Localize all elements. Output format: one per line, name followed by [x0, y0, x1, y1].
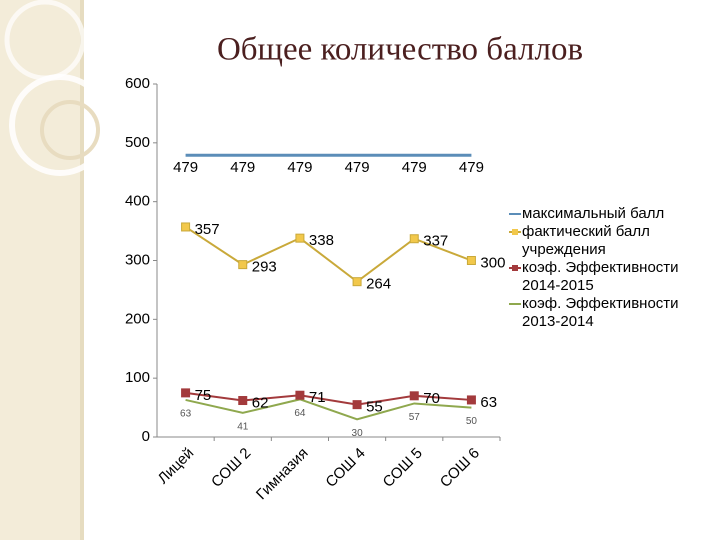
series-line [185, 226, 472, 283]
data-label: 50 [466, 416, 478, 427]
side-strip [0, 0, 80, 540]
legend-key [508, 295, 522, 313]
data-label: 338 [309, 232, 334, 249]
legend: максимальный балл фактический балл учрежд… [508, 205, 713, 331]
data-label: 264 [366, 276, 391, 293]
data-label: 479 [345, 159, 370, 176]
legend-key [508, 223, 522, 241]
data-label: 70 [423, 390, 440, 407]
point-marker [238, 396, 248, 406]
data-label: 64 [294, 408, 306, 419]
x-tick-label: СОШ 5 [380, 445, 426, 491]
x-tick-label: СОШ 4 [322, 445, 368, 491]
legend-item: коэф. Эффективности 2013-2014 [508, 295, 713, 331]
point-marker [352, 400, 362, 410]
data-label: 63 [180, 409, 192, 420]
legend-label: максимальный балл [522, 205, 665, 222]
data-label: 75 [195, 387, 212, 404]
data-label: 41 [237, 422, 249, 433]
data-label: 57 [409, 412, 421, 423]
decor-circle [4, 0, 86, 81]
point-marker [181, 222, 191, 232]
point-marker [295, 233, 305, 243]
point-marker [352, 277, 362, 287]
data-label: 55 [366, 399, 383, 416]
point-marker [409, 391, 419, 401]
y-tick-label: 400 [125, 193, 150, 210]
data-label: 479 [230, 159, 255, 176]
point-marker [466, 256, 476, 265]
legend-label: коэф. Эффективности 2013-2014 [522, 295, 679, 330]
data-label: 30 [352, 428, 364, 439]
legend-key [508, 205, 522, 223]
decor-circle [40, 100, 100, 160]
data-label: 300 [480, 254, 505, 271]
x-tick-label: Лицей [155, 445, 198, 488]
data-label: 71 [309, 389, 326, 406]
point-marker [409, 234, 419, 244]
legend-item: максимальный балл [508, 205, 713, 223]
data-label: 479 [402, 159, 427, 176]
legend-key [508, 259, 522, 277]
legend-label: фактический балл учреждения [522, 223, 650, 258]
point-marker [181, 388, 191, 398]
y-tick-label: 500 [125, 134, 150, 151]
y-tick-label: 300 [125, 251, 150, 268]
data-label: 479 [459, 159, 484, 176]
legend-item: коэф. Эффективности 2014-2015 [508, 259, 713, 295]
y-tick-label: 200 [125, 310, 150, 327]
data-label: 479 [173, 159, 198, 176]
data-label: 479 [287, 159, 312, 176]
data-label: 62 [252, 394, 269, 411]
y-tick-label: 600 [125, 75, 150, 92]
point-marker [295, 390, 305, 400]
series-line [185, 391, 472, 406]
chart-title: Общее количество баллов [217, 32, 583, 68]
series-line [185, 398, 472, 421]
point-marker [238, 260, 248, 270]
legend-label: коэф. Эффективности 2014-2015 [522, 259, 679, 294]
x-tick-label: Гимназия [253, 445, 312, 504]
data-label: 357 [195, 221, 220, 238]
legend-item: фактический балл учреждения [508, 223, 713, 259]
side-border [80, 0, 84, 540]
point-marker [466, 395, 476, 405]
x-tick-label: СОШ 6 [437, 445, 483, 491]
data-label: 293 [252, 259, 277, 276]
data-label: 337 [423, 233, 448, 250]
y-tick-label: 100 [125, 369, 150, 386]
data-label: 63 [480, 394, 497, 411]
y-tick-label: 0 [142, 428, 150, 445]
x-tick-label: СОШ 2 [208, 445, 254, 491]
